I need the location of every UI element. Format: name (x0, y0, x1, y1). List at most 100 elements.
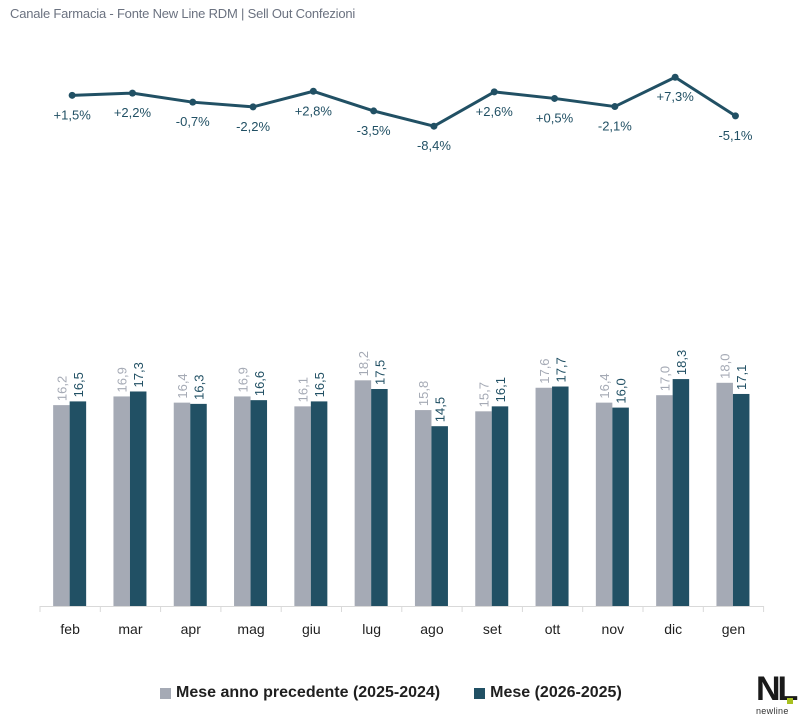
bar-label-previous-nov: 16,4 (597, 373, 612, 398)
bar-label-previous-dic: 17,0 (657, 366, 672, 391)
trend-label-mag: -2,2% (236, 119, 270, 134)
trend-point-feb (68, 91, 76, 99)
bar-current-mag (250, 400, 268, 606)
bar-label-previous-feb: 16,2 (54, 376, 69, 401)
legend-swatch-current-year (474, 687, 486, 699)
x-tick-label-gen: gen (722, 621, 745, 637)
legend-swatch-previous-year (160, 687, 171, 699)
trend-point-giu (309, 87, 317, 95)
bar-label-current-giu: 16,5 (312, 372, 327, 397)
trend-point-gen (731, 112, 739, 120)
logo-word: newline (756, 706, 789, 716)
bar-previous-dic (656, 395, 673, 606)
bar-label-current-apr: 16,3 (192, 375, 207, 400)
bar-current-nov (612, 407, 629, 606)
bar-label-previous-set: 15,7 (477, 382, 492, 407)
trend-point-mar (128, 89, 136, 97)
bar-label-previous-mar: 16,9 (115, 367, 130, 392)
bar-previous-apr (173, 402, 191, 606)
bar-current-giu (310, 401, 328, 606)
trend-label-feb: +1,5% (54, 107, 92, 122)
trend-label-ago: -8,4% (417, 138, 451, 153)
x-tick-label-feb: feb (60, 621, 80, 637)
legend-label-previous-year: Mese anno precedente (2025-2024) (176, 684, 441, 701)
bar-label-previous-apr: 16,4 (175, 373, 190, 398)
newline-logo: NL newline (756, 672, 798, 718)
x-tick-label-dic: dic (664, 621, 682, 637)
bar-label-current-dic: 18,3 (674, 350, 689, 375)
bar-label-previous-lug: 18,2 (356, 351, 371, 376)
x-tick-label-mag: mag (237, 621, 264, 637)
x-tick-label-ago: ago (420, 621, 444, 637)
trend-point-ago (430, 122, 438, 130)
x-tick-label-set: set (483, 621, 502, 637)
trend-label-set: +2,6% (476, 104, 514, 119)
bar-previous-ago (414, 410, 432, 606)
trend-label-nov: -2,1% (598, 119, 632, 134)
bar-label-current-mag: 16,6 (252, 371, 267, 396)
bar-previous-mar (113, 396, 130, 606)
bar-label-current-set: 16,1 (493, 377, 508, 402)
bar-label-current-nov: 16,0 (614, 378, 629, 403)
bar-current-feb (69, 401, 87, 606)
trend-point-nov (611, 103, 619, 111)
bar-label-previous-mag: 16,9 (235, 367, 250, 392)
bar-previous-feb (53, 405, 70, 606)
bar-label-previous-ott: 17,6 (537, 358, 552, 383)
bar-current-mar (129, 391, 147, 606)
trend-label-dic: +7,3% (657, 89, 695, 104)
legend-item-current-year: Mese (2026-2025) (474, 684, 622, 702)
x-tick-label-apr: apr (181, 621, 202, 637)
bar-previous-giu (294, 406, 311, 606)
trend-point-mag (249, 103, 257, 111)
legend-label-current-year: Mese (2026-2025) (490, 684, 622, 701)
bar-current-set (491, 406, 509, 606)
bar-current-apr (190, 403, 207, 606)
x-tick-label-mar: mar (118, 621, 142, 637)
bar-previous-set (475, 411, 492, 606)
bar-previous-ott (535, 387, 553, 606)
line-chart: +1,5% +2,2% -0,7% -2,2% +2,8% -3,5% -8,4% +2,6%… (54, 73, 753, 153)
bar-label-current-gen: 17,1 (734, 365, 749, 390)
x-tick-label-nov: nov (602, 621, 625, 637)
bar-label-current-lug: 17,5 (372, 360, 387, 385)
bar-current-lug (371, 389, 388, 606)
bar-current-gen (732, 393, 750, 606)
chart-canvas: +1,5% +2,2% -0,7% -2,2% +2,8% -3,5% -8,4% +2,6%… (39, 73, 765, 637)
x-tick-label-lug: lug (362, 621, 381, 637)
bar-label-previous-gen: 18,0 (718, 353, 733, 378)
trend-point-apr (189, 98, 197, 106)
bar-current-ago (431, 426, 448, 606)
bar-label-previous-giu: 16,1 (296, 377, 311, 402)
trend-point-lug (370, 107, 378, 115)
legend: Mese anno precedente (2025-2024) Mese (2… (160, 684, 656, 702)
x-axis: feb mar apr mag giu lug ago set ott nov dic gen (39, 606, 765, 637)
trend-label-giu: +2,8% (295, 103, 333, 118)
trend-point-dic (671, 73, 679, 81)
legend-item-previous-year: Mese anno precedente (2025-2024) (160, 684, 440, 702)
trend-label-lug: -3,5% (357, 123, 391, 138)
bar-label-current-ago: 14,5 (433, 397, 448, 422)
bar-previous-gen (716, 382, 733, 606)
bar-chart: 16,2 16,9 16,4 16,9 16,1 18,2 15,8 15,7 17,6 16,4… (53, 350, 750, 606)
trend-point-set (490, 88, 498, 96)
bar-previous-mag (234, 396, 251, 606)
bar-label-current-feb: 16,5 (71, 372, 86, 397)
bar-previous-lug (354, 380, 372, 606)
bar-label-current-ott: 17,7 (553, 357, 568, 382)
trend-label-mar: +2,2% (114, 105, 152, 120)
x-tick-label-ott: ott (545, 621, 561, 637)
trend-label-ott: +0,5% (536, 110, 574, 125)
trend-point-ott (551, 94, 559, 102)
logo-dot (787, 698, 793, 704)
bar-current-dic (672, 379, 690, 606)
bar-current-ott (552, 386, 569, 606)
trend-label-apr: -0,7% (176, 114, 210, 129)
chart-title: Canale Farmacia - Fonte New Line RDM | S… (10, 6, 356, 21)
bar-previous-nov (595, 402, 613, 606)
trend-line (72, 75, 737, 128)
bar-label-previous-ago: 15,8 (416, 381, 431, 406)
bar-label-current-mar: 17,3 (131, 362, 146, 387)
trend-label-gen: -5,1% (718, 128, 752, 143)
x-tick-label-giu: giu (302, 621, 321, 637)
